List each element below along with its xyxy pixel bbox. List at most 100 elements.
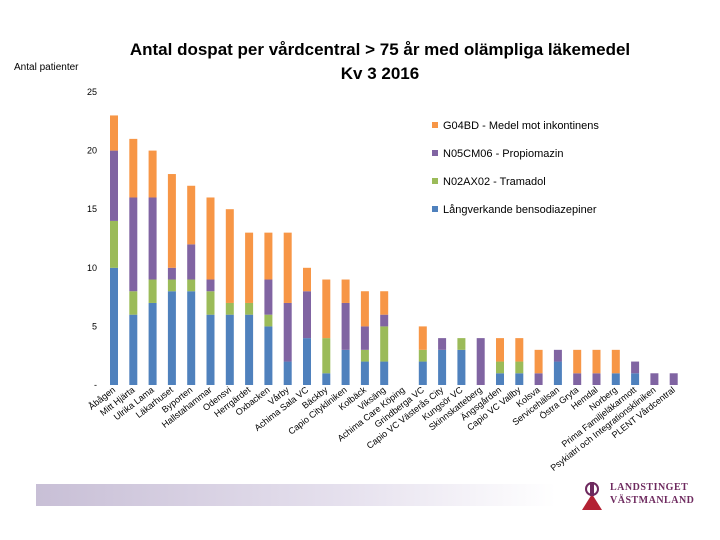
bar-segment-4 [322,279,331,339]
y-tick-label: - [94,380,97,390]
bar-segment-3 [303,291,311,339]
footer-gradient-bar [36,484,556,506]
bar-segment-3 [341,302,350,350]
bar-segment-4 [225,209,234,303]
bar-segment-1 [360,361,369,385]
bar-segment-4 [592,349,601,374]
bar-segment-1 [341,349,350,385]
bar-segment-2 [457,338,466,350]
bar-segment-3 [264,279,273,315]
bar-segment-3 [553,349,562,362]
bar-segment-3 [110,150,118,221]
bar-segment-1 [303,338,311,385]
bar-segment-1 [496,373,504,385]
bar-segment-4 [360,291,369,327]
bar-segment-3 [534,373,543,385]
bar-segment-2 [129,291,138,315]
bar-segment-4 [496,338,504,362]
bar-segment-3 [669,373,678,385]
bar-segment-2 [515,361,524,374]
bar-segment-2 [148,279,157,303]
bar-segment-3 [167,267,176,280]
bar-segment-2 [187,279,196,292]
bar-segment-2 [167,279,176,292]
bar-segment-1 [611,373,620,385]
bar-segment-1 [380,361,389,385]
bar-segment-1 [110,267,118,385]
bar-segment-2 [206,291,215,315]
bar-segment-1 [148,302,157,385]
bar-segment-2 [245,302,254,315]
bar-segment-2 [418,349,427,362]
bar-segment-1 [264,326,273,385]
y-axis-label: Antal patienter [14,62,79,73]
bar-segment-4 [283,232,292,303]
bar-segment-3 [650,373,659,385]
bar-segment-4 [110,115,118,151]
bar-segment-4 [534,349,543,374]
bar-segment-1 [418,361,427,385]
bar-segment-1 [631,373,640,385]
legend-label: Långverkande bensodiazepiner [443,204,597,216]
bar-segment-4 [264,232,273,280]
bar-segment-2 [264,314,273,327]
bar-segment-4 [129,138,138,198]
bar-segment-4 [167,174,176,268]
bar-segment-3 [592,373,601,385]
bar-segment-4 [206,197,215,280]
bar-segment-3 [206,279,215,292]
bar-segment-1 [167,291,176,385]
bar-segment-3 [573,373,582,385]
legend-label: G04BD - Medel mot inkontinens [443,120,599,132]
bar-segment-4 [187,185,196,245]
legend-label: N05CM06 - Propiomazin [443,148,563,160]
y-tick-label: 20 [87,146,97,156]
chart-title-line-2: Kv 3 2016 [340,64,420,83]
bar-segment-1 [322,373,331,385]
bar-segment-1 [225,314,234,385]
bar-segment-2 [496,361,504,374]
bar-segment-1 [129,314,138,385]
bar-segment-4 [418,326,427,350]
logo-text-line-2: VÄSTMANLAND [610,495,695,506]
bar-segment-3 [476,338,485,385]
bar-segment-3 [438,338,447,350]
y-tick-label: 10 [87,263,97,273]
y-tick-label: 5 [92,321,97,331]
bar-segment-3 [148,197,157,280]
y-tick-label: 25 [87,87,97,97]
bar-segment-1 [515,373,524,385]
bar-segment-2 [225,302,234,315]
bar-segment-4 [341,279,350,303]
bar-segment-4 [148,150,157,198]
bar-segment-2 [380,326,389,362]
bar-segment-4 [515,338,524,362]
legend-swatch [432,122,438,128]
bar-segment-2 [322,338,331,374]
legend-swatch [432,178,438,184]
legend-label: N02AX02 - Tramadol [443,176,546,188]
legend-swatch [432,206,438,212]
y-tick-label: 15 [87,204,97,214]
bar-segment-1 [245,314,254,385]
bar-segment-3 [129,197,138,292]
bar-segment-3 [187,244,196,280]
chart-title: Antal dospat per vårdcentral > 75 år med… [120,38,640,86]
landsting-emblem-icon [582,482,602,510]
bar-segment-1 [457,349,466,385]
bar-segment-2 [360,349,369,362]
bar-segment-1 [206,314,215,385]
bar-segment-1 [283,361,292,385]
bar-segment-3 [360,326,369,350]
chart-title-line-1: Antal dospat per vårdcentral > 75 år med… [129,40,631,59]
bar-segment-3 [283,302,292,362]
bar-segment-3 [380,314,389,327]
organization-logo: LANDSTINGET VÄSTMANLAND [578,478,708,514]
bar-segment-3 [631,361,640,374]
bar-segment-1 [438,349,447,385]
bar-segment-2 [110,220,118,268]
bar-segment-4 [245,232,254,303]
legend-swatch [432,150,438,156]
logo-text-line-1: LANDSTINGET [610,482,689,493]
